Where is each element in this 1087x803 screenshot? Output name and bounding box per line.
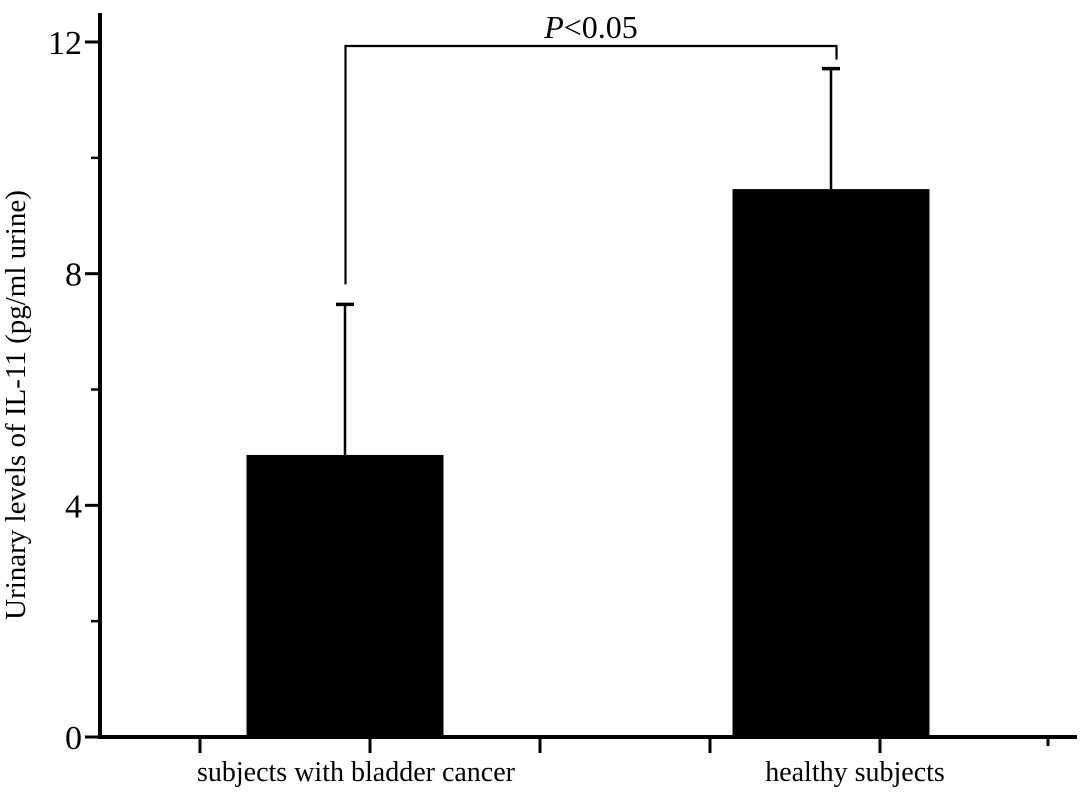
y-axis-title: Urinary levels of IL-11 (pg/ml urine) — [0, 190, 32, 620]
significance-label-italic-part: P — [543, 9, 564, 45]
bar-healthy-subjects — [732, 189, 930, 737]
plot-area: 0 4 8 12 — [48, 13, 1077, 757]
significance-label-rest-part: <0.05 — [564, 9, 638, 45]
significance-label: P<0.05 — [543, 9, 638, 45]
significance-bracket — [344, 44, 838, 285]
x-category-label-healthy: healthy subjects — [765, 757, 945, 788]
y-tick-label-12: 12 — [48, 25, 82, 62]
x-category-label-bladder-cancer: subjects with bladder cancer — [197, 757, 516, 788]
y-tick-label-4: 4 — [65, 488, 82, 525]
y-tick-label-0: 0 — [65, 720, 82, 757]
y-tick-label-8: 8 — [65, 257, 82, 294]
bar-subjects-with-bladder-cancer — [246, 454, 444, 737]
